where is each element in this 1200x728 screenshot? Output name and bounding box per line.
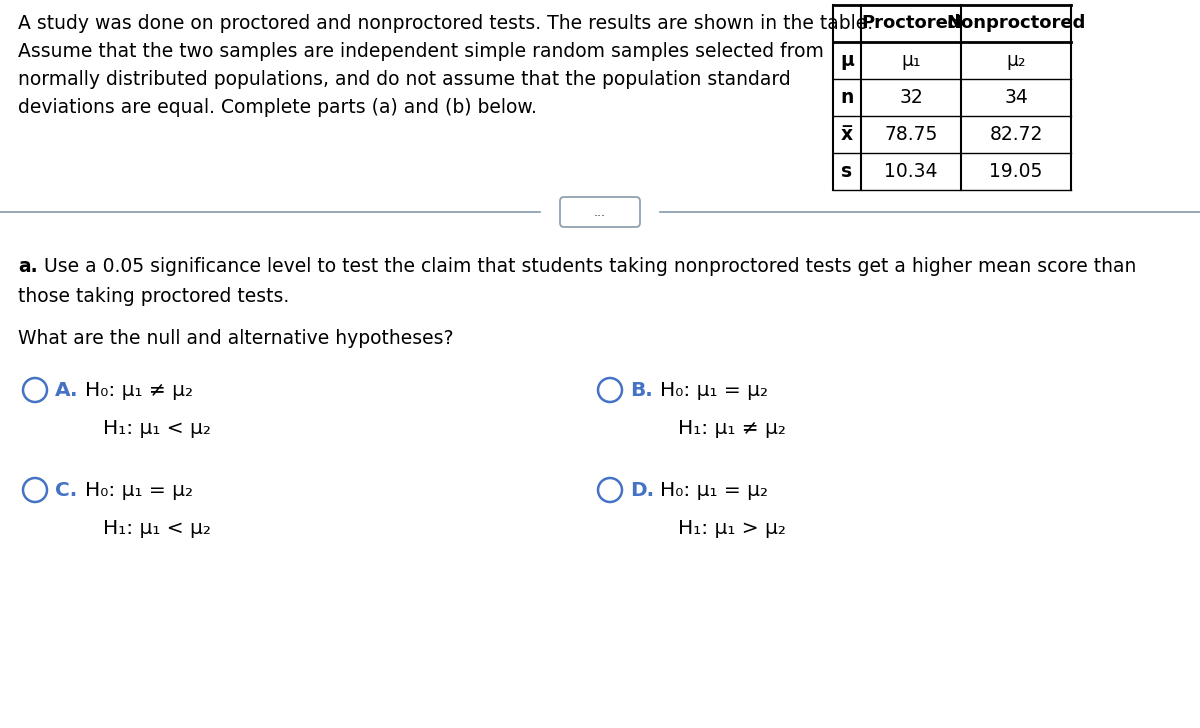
Text: H₁: μ₁ < μ₂: H₁: μ₁ < μ₂ bbox=[103, 419, 211, 438]
Text: H₁: μ₁ > μ₂: H₁: μ₁ > μ₂ bbox=[678, 518, 786, 537]
Text: deviations are equal. Complete parts (a) and (b) below.: deviations are equal. Complete parts (a)… bbox=[18, 98, 536, 117]
Text: s: s bbox=[841, 162, 852, 181]
Text: those taking proctored tests.: those taking proctored tests. bbox=[18, 287, 289, 306]
Text: B.: B. bbox=[630, 381, 653, 400]
Text: x̅: x̅ bbox=[841, 125, 853, 144]
Text: What are the null and alternative hypotheses?: What are the null and alternative hypoth… bbox=[18, 329, 454, 348]
Text: D.: D. bbox=[630, 480, 654, 499]
Text: μ₁: μ₁ bbox=[901, 51, 920, 70]
Text: H₀: μ₁ = μ₂: H₀: μ₁ = μ₂ bbox=[85, 480, 193, 499]
Text: H₀: μ₁ = μ₂: H₀: μ₁ = μ₂ bbox=[660, 480, 768, 499]
Text: A study was done on proctored and nonproctored tests. The results are shown in t: A study was done on proctored and nonpro… bbox=[18, 14, 874, 33]
Text: n: n bbox=[840, 88, 853, 107]
Text: 32: 32 bbox=[899, 88, 923, 107]
Text: a.: a. bbox=[18, 257, 37, 276]
Text: H₀: μ₁ ≠ μ₂: H₀: μ₁ ≠ μ₂ bbox=[85, 381, 193, 400]
Text: H₁: μ₁ ≠ μ₂: H₁: μ₁ ≠ μ₂ bbox=[678, 419, 786, 438]
Text: 34: 34 bbox=[1004, 88, 1028, 107]
Text: 10.34: 10.34 bbox=[884, 162, 937, 181]
Text: Nonproctored: Nonproctored bbox=[947, 15, 1086, 33]
Text: μ₂: μ₂ bbox=[1007, 51, 1026, 70]
FancyBboxPatch shape bbox=[560, 197, 640, 227]
Text: Assume that the two samples are independent simple random samples selected from: Assume that the two samples are independ… bbox=[18, 42, 824, 61]
Text: normally distributed populations, and do not assume that the population standard: normally distributed populations, and do… bbox=[18, 70, 791, 89]
Text: Use a 0.05 significance level to test the claim that students taking nonproctore: Use a 0.05 significance level to test th… bbox=[38, 257, 1136, 276]
Text: 19.05: 19.05 bbox=[989, 162, 1043, 181]
Text: C.: C. bbox=[55, 480, 77, 499]
Text: Proctored: Proctored bbox=[862, 15, 961, 33]
Text: A.: A. bbox=[55, 381, 78, 400]
Text: H₀: μ₁ = μ₂: H₀: μ₁ = μ₂ bbox=[660, 381, 768, 400]
Text: H₁: μ₁ < μ₂: H₁: μ₁ < μ₂ bbox=[103, 518, 211, 537]
Text: μ: μ bbox=[840, 51, 854, 70]
Text: ...: ... bbox=[594, 205, 606, 218]
Text: 78.75: 78.75 bbox=[884, 125, 937, 144]
Text: 82.72: 82.72 bbox=[989, 125, 1043, 144]
